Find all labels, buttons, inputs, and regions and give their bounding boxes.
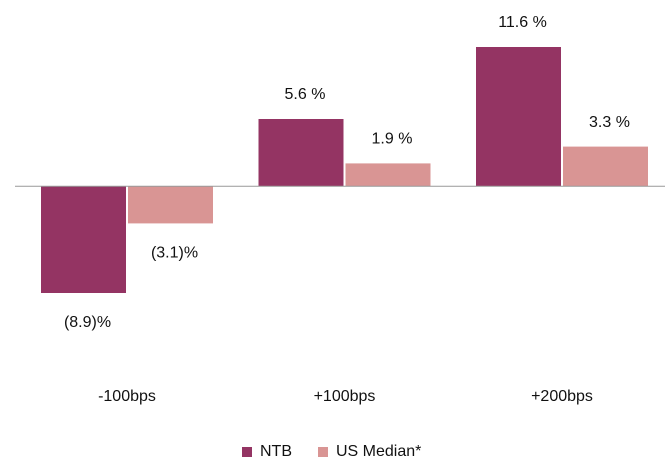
- value-label: (8.9)%: [64, 314, 111, 331]
- value-label: 11.6 %: [498, 14, 547, 31]
- bar: [476, 47, 561, 187]
- legend-swatch: [318, 447, 328, 457]
- x-tick-label: -100bps: [98, 388, 156, 405]
- value-label: 3.3 %: [589, 114, 630, 131]
- x-tick-label: +200bps: [531, 388, 593, 405]
- value-label: (3.1)%: [151, 245, 198, 262]
- legend-swatch: [242, 447, 252, 457]
- x-tick-label: +100bps: [314, 388, 376, 405]
- legend-label: NTB: [260, 443, 292, 460]
- value-label: 1.9 %: [372, 131, 413, 148]
- bar: [258, 119, 344, 187]
- bar: [128, 186, 213, 224]
- bar: [41, 186, 126, 293]
- value-label: 5.6 %: [285, 86, 326, 103]
- legend-label: US Median*: [336, 443, 421, 460]
- bar: [563, 146, 648, 187]
- bar: [345, 163, 431, 187]
